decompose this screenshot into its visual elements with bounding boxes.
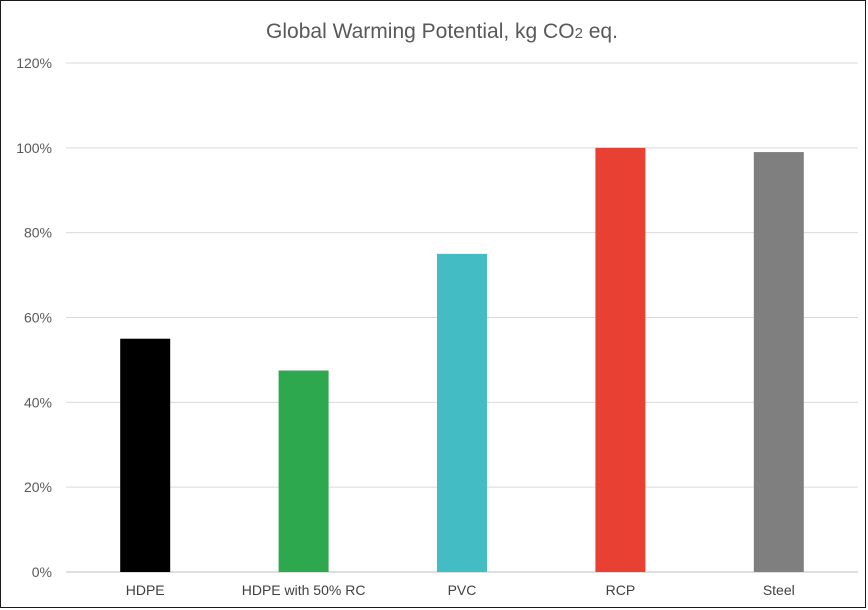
x-category-label: Steel [763,582,795,598]
chart-title-subscript: 2 [575,25,583,42]
y-tick-label: 0% [32,564,52,580]
x-category-label: PVC [448,582,477,598]
chart-title-suffix: eq. [583,20,618,43]
bar-rcp [595,147,646,573]
bar-hdpe-with-50-rc [278,370,329,572]
bar-hdpe [120,338,171,572]
y-tick-label: 60% [24,310,52,326]
bars [120,147,804,573]
y-tick-label: 40% [24,394,52,410]
y-tick-label: 20% [24,479,52,495]
x-category-label: RCP [606,582,636,598]
x-category-label: HDPE with 50% RC [242,582,366,598]
y-tick-label: 120% [16,55,52,71]
bar-steel [753,152,804,572]
y-axis-ticks: 0% 20% 40% 60% 80% 100% 120% [16,55,52,580]
chart-title: Global Warming Potential, kg CO2 eq. [266,20,618,43]
y-tick-label: 100% [16,140,52,156]
x-category-label: HDPE [126,582,165,598]
bar-pvc [437,253,487,572]
x-axis-labels: HDPE HDPE with 50% RC PVC RCP Steel [126,582,795,598]
chart-title-main: Global Warming Potential, kg CO [266,20,575,43]
gridlines [66,62,858,573]
y-tick-label: 80% [24,225,52,241]
